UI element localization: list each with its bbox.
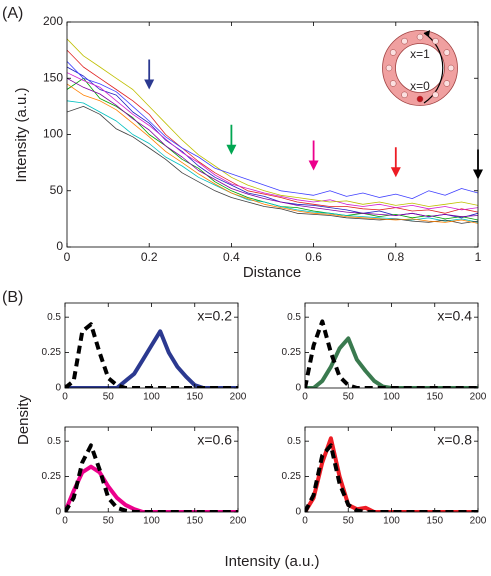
x-tick-label: 0.6 (305, 250, 322, 264)
inset-dot (432, 91, 439, 99)
x-tick-label: 0 (62, 516, 68, 527)
data-line (67, 72, 478, 211)
y-tick-label: 0.25 (282, 471, 302, 482)
inset-ring-edge (395, 43, 445, 93)
data-line (67, 49, 478, 214)
x-tick-label: 50 (103, 516, 115, 527)
y-tick-label: 150 (43, 70, 63, 84)
x-tick-label: 1 (475, 250, 482, 264)
x-tick-label: 0 (302, 392, 308, 403)
x-tick-label: 0.4 (223, 250, 240, 264)
x-tick-label: 0 (302, 516, 308, 527)
inset-dot (385, 64, 393, 72)
y-tick-label: 50 (50, 183, 64, 197)
x-tick-label: 0.8 (387, 250, 404, 264)
x-tick-label: 200 (470, 516, 487, 527)
data-line (305, 436, 478, 512)
y-tick-label: 0.5 (287, 312, 301, 323)
inset-diagram: x=1 x=0 (382, 30, 458, 106)
x-tick-label: 150 (426, 392, 443, 403)
data-line (67, 77, 478, 217)
x-tick-label: 100 (143, 392, 160, 403)
inset-dot (401, 91, 408, 99)
inset-dot (443, 80, 451, 87)
data-line (67, 61, 478, 199)
inset-dot (443, 49, 451, 56)
y-tick-label: 0.5 (47, 312, 61, 323)
inset-dot (447, 64, 455, 72)
data-line (67, 100, 478, 223)
x-tick-label: 200 (470, 392, 487, 403)
inset-arrow-head (424, 30, 430, 36)
inset-dot (389, 80, 397, 87)
y-tick-label: 0 (295, 507, 301, 518)
panel-label: (B) (2, 289, 23, 306)
arrow-head (144, 79, 155, 90)
x-tick-label: 100 (143, 516, 160, 527)
arrow-head (308, 160, 319, 171)
x-tick-label: 50 (103, 392, 115, 403)
x-tick-label: 150 (426, 516, 443, 527)
inset-dot (389, 49, 397, 56)
y-tick-label: 0.25 (42, 471, 62, 482)
x-tick-label: 50 (343, 516, 355, 527)
x-tick-label: 100 (383, 516, 400, 527)
y-tick-label: 0 (295, 383, 301, 394)
y-tick-label: 0 (56, 239, 63, 253)
inset-dot (416, 33, 424, 41)
x-tick-label: 100 (383, 392, 400, 403)
data-line (65, 329, 238, 388)
data-line (67, 38, 478, 207)
data-line (65, 322, 238, 388)
data-line (305, 319, 478, 388)
y-tick-label: 0.5 (47, 436, 61, 447)
x-tick-label: 0 (62, 392, 68, 403)
x-axis-label: Intensity (a.u.) (224, 553, 319, 570)
y-axis-label: Intensity (a.u.) (13, 87, 30, 182)
annotation: x=0.6 (197, 432, 232, 448)
panel-label: (A) (2, 5, 23, 22)
inset-ring-edge (382, 30, 458, 106)
y-axis-label: Density (15, 394, 32, 445)
inset-dot (416, 95, 424, 103)
y-tick-label: 200 (43, 14, 63, 28)
x-tick-label: 200 (230, 516, 247, 527)
y-tick-label: 100 (43, 127, 63, 141)
annotation: x=0.8 (437, 432, 472, 448)
x-tick-label: 150 (186, 392, 203, 403)
inset-dot (432, 37, 439, 45)
x-tick-label: 200 (230, 392, 247, 403)
x-tick-label: 0 (64, 250, 71, 264)
inset-arrow (423, 32, 444, 104)
annotation: x=0.4 (437, 308, 472, 324)
x-axis-label: Distance (243, 264, 301, 281)
arrow-head (473, 169, 483, 180)
y-tick-label: 0.25 (282, 347, 302, 358)
y-tick-label: 0 (55, 507, 61, 518)
data-line (65, 443, 238, 512)
y-tick-label: 0.25 (42, 347, 62, 358)
arrow-head (226, 144, 237, 155)
data-line (67, 83, 478, 224)
arrow-head (390, 167, 401, 178)
data-line (65, 464, 238, 512)
y-tick-label: 0.5 (287, 436, 301, 447)
x-tick-label: 50 (343, 392, 355, 403)
data-line (305, 443, 478, 512)
data-line (67, 106, 478, 224)
inset-label: x=1 (410, 47, 430, 61)
y-tick-label: 0 (55, 383, 61, 394)
inset-dot (401, 37, 408, 45)
annotation: x=0.2 (197, 308, 232, 324)
x-tick-label: 150 (186, 516, 203, 527)
inset-label: x=0 (410, 79, 430, 93)
x-tick-label: 0.2 (141, 250, 158, 264)
